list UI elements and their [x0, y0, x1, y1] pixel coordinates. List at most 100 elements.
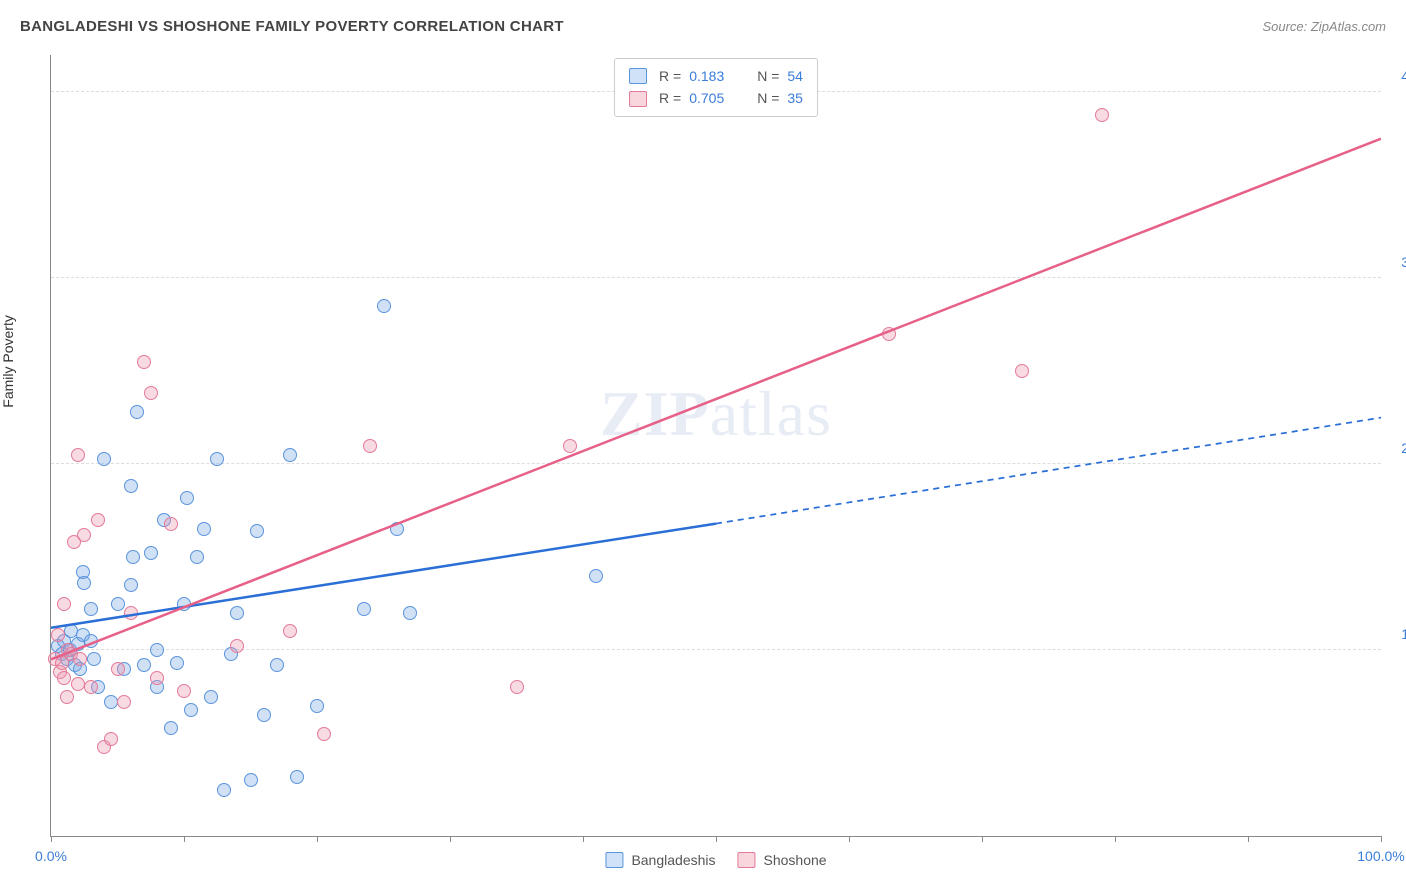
data-point: [180, 491, 194, 505]
data-point: [270, 658, 284, 672]
swatch-icon: [629, 91, 647, 107]
data-point: [51, 628, 65, 642]
correlation-row: R = 0.705 N = 35: [629, 87, 803, 109]
swatch-icon: [738, 852, 756, 868]
x-tick: [1381, 836, 1382, 842]
data-point: [1015, 364, 1029, 378]
legend-label: Bangladeshis: [631, 852, 715, 868]
swatch-icon: [629, 68, 647, 84]
data-point: [217, 783, 231, 797]
data-point: [137, 355, 151, 369]
data-point: [882, 327, 896, 341]
chart-title: BANGLADESHI VS SHOSHONE FAMILY POVERTY C…: [20, 18, 564, 35]
data-point: [144, 546, 158, 560]
source-label: Source: ZipAtlas.com: [1262, 19, 1386, 34]
y-tick-label: 30.0%: [1386, 254, 1406, 270]
data-point: [97, 452, 111, 466]
data-point: [210, 452, 224, 466]
data-point: [197, 522, 211, 536]
data-point: [91, 513, 105, 527]
gridline: [51, 649, 1381, 650]
x-tick: [583, 836, 584, 842]
data-point: [57, 671, 71, 685]
data-point: [184, 703, 198, 717]
r-label: R =: [659, 87, 681, 109]
data-point: [177, 597, 191, 611]
data-point: [170, 656, 184, 670]
data-point: [1095, 108, 1109, 122]
data-point: [104, 695, 118, 709]
x-tick: [317, 836, 318, 842]
data-point: [363, 439, 377, 453]
data-point: [126, 550, 140, 564]
y-tick-label: 40.0%: [1386, 68, 1406, 84]
data-point: [310, 699, 324, 713]
data-point: [230, 606, 244, 620]
y-tick-label: 10.0%: [1386, 626, 1406, 642]
x-tick-label: 0.0%: [35, 848, 67, 864]
data-point: [510, 680, 524, 694]
data-point: [283, 624, 297, 638]
data-point: [137, 658, 151, 672]
data-point: [164, 517, 178, 531]
title-bar: BANGLADESHI VS SHOSHONE FAMILY POVERTY C…: [20, 18, 1386, 35]
data-point: [357, 602, 371, 616]
data-point: [377, 299, 391, 313]
legend-item: Shoshone: [738, 852, 827, 868]
data-point: [77, 528, 91, 542]
data-point: [250, 524, 264, 538]
data-point: [390, 522, 404, 536]
data-point: [60, 690, 74, 704]
x-tick: [450, 836, 451, 842]
n-value: 54: [787, 65, 803, 87]
gridline: [51, 463, 1381, 464]
trend-lines: [51, 55, 1381, 836]
data-point: [204, 690, 218, 704]
r-label: R =: [659, 65, 681, 87]
x-tick: [982, 836, 983, 842]
correlation-row: R = 0.183 N = 54: [629, 65, 803, 87]
correlation-legend: R = 0.183 N = 54 R = 0.705 N = 35: [614, 58, 818, 117]
r-value: 0.705: [689, 87, 739, 109]
n-label: N =: [757, 65, 779, 87]
data-point: [84, 602, 98, 616]
data-point: [124, 479, 138, 493]
data-point: [71, 448, 85, 462]
legend-item: Bangladeshis: [605, 852, 715, 868]
x-tick: [184, 836, 185, 842]
y-tick-label: 20.0%: [1386, 440, 1406, 456]
gridline: [51, 277, 1381, 278]
data-point: [57, 597, 71, 611]
data-point: [124, 606, 138, 620]
data-point: [144, 386, 158, 400]
data-point: [111, 662, 125, 676]
chart-container: BANGLADESHI VS SHOSHONE FAMILY POVERTY C…: [0, 0, 1406, 892]
watermark-suffix: atlas: [710, 378, 832, 449]
data-point: [230, 639, 244, 653]
watermark: ZIPatlas: [600, 377, 832, 451]
x-tick: [849, 836, 850, 842]
data-point: [84, 634, 98, 648]
x-tick: [51, 836, 52, 842]
data-point: [73, 652, 87, 666]
data-point: [257, 708, 271, 722]
n-label: N =: [757, 87, 779, 109]
y-axis-label: Family Poverty: [0, 315, 16, 408]
plot-area: ZIPatlas R = 0.183 N = 54 R = 0.705 N = …: [50, 55, 1381, 837]
data-point: [150, 671, 164, 685]
data-point: [150, 643, 164, 657]
data-point: [77, 576, 91, 590]
x-tick: [1248, 836, 1249, 842]
x-tick: [716, 836, 717, 842]
data-point: [190, 550, 204, 564]
swatch-icon: [605, 852, 623, 868]
data-point: [589, 569, 603, 583]
data-point: [403, 606, 417, 620]
data-point: [164, 721, 178, 735]
data-point: [317, 727, 331, 741]
data-point: [87, 652, 101, 666]
data-point: [117, 695, 131, 709]
n-value: 35: [787, 87, 803, 109]
data-point: [177, 684, 191, 698]
x-tick: [1115, 836, 1116, 842]
